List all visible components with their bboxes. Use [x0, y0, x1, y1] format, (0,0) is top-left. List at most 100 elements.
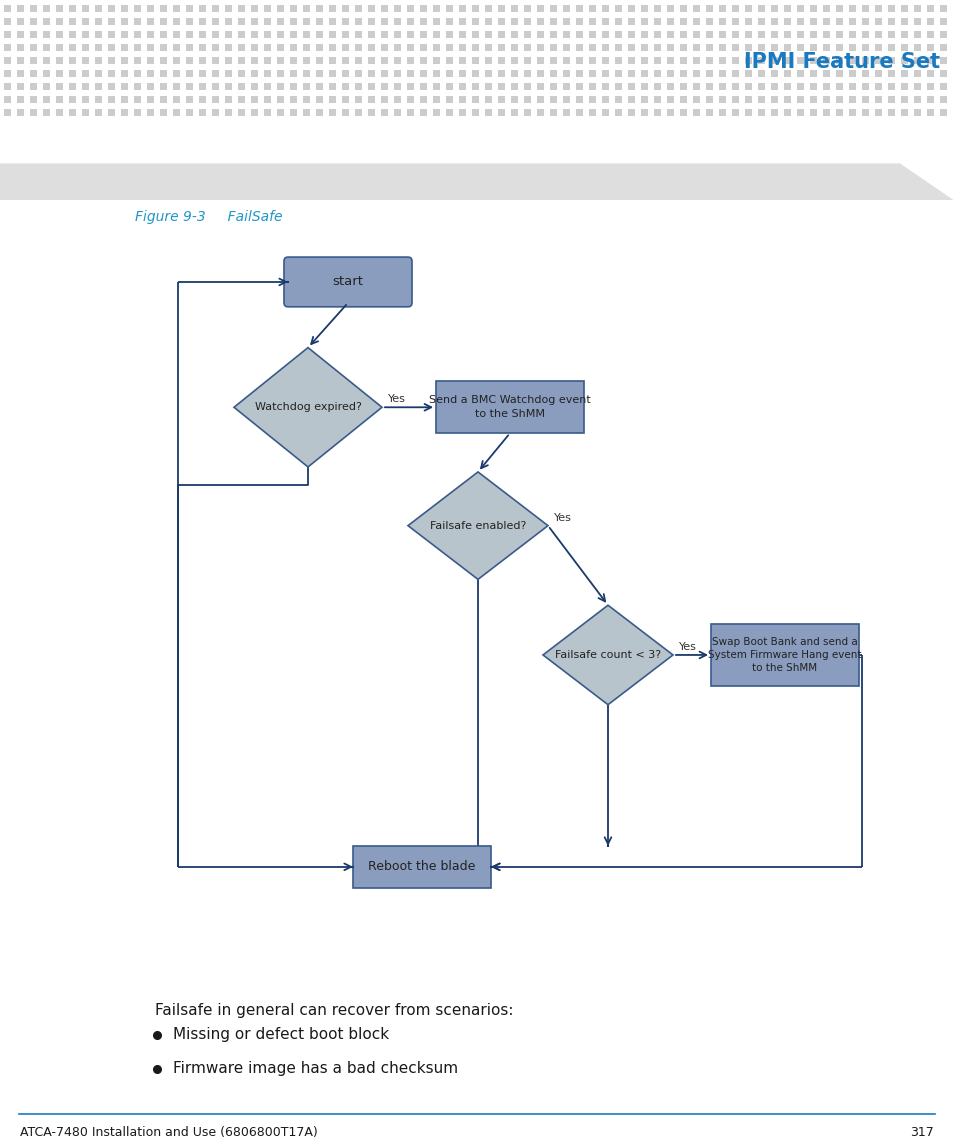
FancyBboxPatch shape [264, 56, 272, 64]
FancyBboxPatch shape [56, 17, 64, 24]
FancyBboxPatch shape [56, 96, 64, 103]
FancyBboxPatch shape [433, 56, 440, 64]
FancyBboxPatch shape [667, 109, 674, 116]
FancyBboxPatch shape [381, 70, 388, 77]
FancyBboxPatch shape [316, 31, 323, 38]
FancyBboxPatch shape [173, 70, 180, 77]
FancyBboxPatch shape [706, 56, 713, 64]
FancyBboxPatch shape [797, 56, 803, 64]
FancyBboxPatch shape [732, 31, 739, 38]
FancyBboxPatch shape [160, 70, 168, 77]
FancyBboxPatch shape [407, 17, 414, 24]
FancyBboxPatch shape [199, 82, 206, 89]
FancyBboxPatch shape [940, 17, 946, 24]
FancyBboxPatch shape [771, 5, 778, 11]
FancyBboxPatch shape [459, 31, 466, 38]
FancyBboxPatch shape [291, 70, 297, 77]
FancyBboxPatch shape [160, 44, 168, 50]
Text: Firmware image has a bad checksum: Firmware image has a bad checksum [172, 1061, 457, 1076]
FancyBboxPatch shape [511, 5, 518, 11]
FancyBboxPatch shape [355, 17, 362, 24]
FancyBboxPatch shape [472, 31, 479, 38]
FancyBboxPatch shape [783, 96, 791, 103]
FancyBboxPatch shape [679, 17, 687, 24]
FancyBboxPatch shape [148, 31, 154, 38]
FancyBboxPatch shape [848, 5, 856, 11]
FancyBboxPatch shape [732, 56, 739, 64]
FancyBboxPatch shape [30, 31, 37, 38]
FancyBboxPatch shape [121, 109, 129, 116]
FancyBboxPatch shape [810, 70, 817, 77]
FancyBboxPatch shape [109, 56, 115, 64]
FancyBboxPatch shape [732, 44, 739, 50]
FancyBboxPatch shape [706, 70, 713, 77]
FancyBboxPatch shape [407, 44, 414, 50]
FancyBboxPatch shape [848, 82, 856, 89]
FancyBboxPatch shape [719, 82, 726, 89]
FancyBboxPatch shape [537, 31, 544, 38]
FancyBboxPatch shape [719, 109, 726, 116]
FancyBboxPatch shape [303, 82, 310, 89]
FancyBboxPatch shape [758, 70, 764, 77]
FancyBboxPatch shape [252, 31, 258, 38]
FancyBboxPatch shape [783, 70, 791, 77]
FancyBboxPatch shape [771, 109, 778, 116]
FancyBboxPatch shape [783, 56, 791, 64]
FancyBboxPatch shape [771, 44, 778, 50]
FancyBboxPatch shape [667, 82, 674, 89]
FancyBboxPatch shape [783, 17, 791, 24]
FancyBboxPatch shape [56, 44, 64, 50]
FancyBboxPatch shape [744, 17, 752, 24]
FancyBboxPatch shape [693, 56, 700, 64]
FancyBboxPatch shape [303, 44, 310, 50]
FancyBboxPatch shape [121, 17, 129, 24]
FancyBboxPatch shape [291, 56, 297, 64]
FancyBboxPatch shape [783, 44, 791, 50]
FancyBboxPatch shape [822, 44, 830, 50]
FancyBboxPatch shape [30, 5, 37, 11]
FancyBboxPatch shape [277, 96, 284, 103]
FancyBboxPatch shape [186, 82, 193, 89]
FancyBboxPatch shape [148, 82, 154, 89]
FancyBboxPatch shape [875, 44, 882, 50]
FancyBboxPatch shape [82, 96, 90, 103]
Text: Reboot the blade: Reboot the blade [368, 860, 476, 874]
FancyBboxPatch shape [498, 96, 505, 103]
FancyBboxPatch shape [576, 96, 583, 103]
FancyBboxPatch shape [395, 17, 401, 24]
FancyBboxPatch shape [459, 70, 466, 77]
FancyBboxPatch shape [121, 31, 129, 38]
FancyBboxPatch shape [225, 82, 233, 89]
FancyBboxPatch shape [213, 44, 219, 50]
FancyBboxPatch shape [436, 381, 583, 433]
FancyBboxPatch shape [887, 44, 895, 50]
FancyBboxPatch shape [537, 70, 544, 77]
Text: Yes: Yes [388, 394, 405, 404]
FancyBboxPatch shape [70, 17, 76, 24]
FancyBboxPatch shape [550, 96, 557, 103]
FancyBboxPatch shape [862, 96, 868, 103]
FancyBboxPatch shape [848, 44, 856, 50]
FancyBboxPatch shape [797, 31, 803, 38]
FancyBboxPatch shape [134, 31, 141, 38]
FancyBboxPatch shape [252, 70, 258, 77]
Text: Yes: Yes [554, 513, 571, 522]
FancyBboxPatch shape [368, 31, 375, 38]
FancyBboxPatch shape [926, 56, 934, 64]
FancyBboxPatch shape [615, 17, 622, 24]
FancyBboxPatch shape [771, 82, 778, 89]
FancyBboxPatch shape [914, 31, 921, 38]
FancyBboxPatch shape [822, 96, 830, 103]
FancyBboxPatch shape [563, 82, 570, 89]
FancyBboxPatch shape [537, 96, 544, 103]
FancyBboxPatch shape [719, 44, 726, 50]
FancyBboxPatch shape [822, 56, 830, 64]
FancyBboxPatch shape [238, 5, 245, 11]
FancyBboxPatch shape [836, 96, 842, 103]
FancyBboxPatch shape [148, 96, 154, 103]
FancyBboxPatch shape [238, 56, 245, 64]
FancyBboxPatch shape [706, 31, 713, 38]
FancyBboxPatch shape [810, 44, 817, 50]
FancyBboxPatch shape [329, 56, 336, 64]
FancyBboxPatch shape [316, 70, 323, 77]
